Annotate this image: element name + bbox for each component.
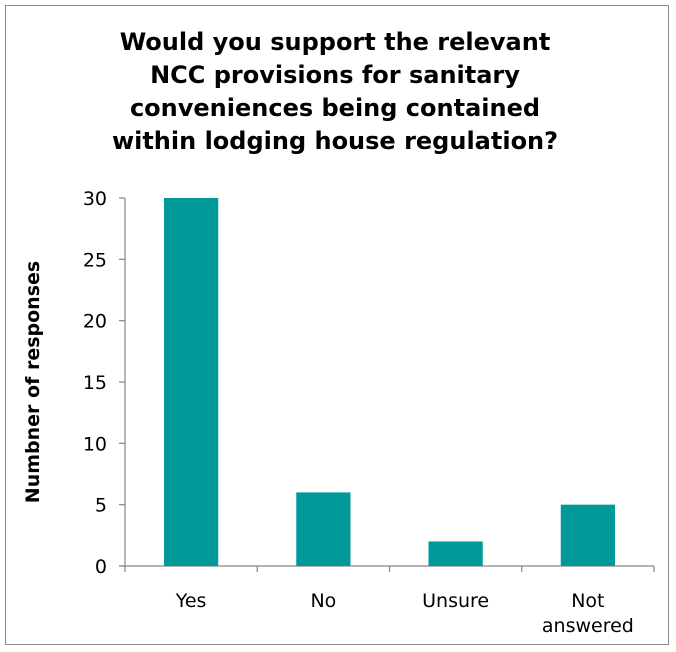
bar [164, 198, 219, 566]
y-tick-label: 30 [83, 188, 107, 210]
y-tick-label: 25 [83, 249, 107, 271]
y-tick-label: 0 [95, 556, 107, 578]
y-axis-label: Numbner of responses [22, 261, 44, 503]
x-tick-label: Unsure [422, 590, 489, 612]
x-tick-label: No [310, 590, 336, 612]
x-tick-label: answered [542, 615, 634, 637]
chart-title: Would you support the relevant NCC provi… [60, 26, 610, 158]
y-tick-label: 20 [83, 311, 107, 333]
chart-title-line-2: NCC provisions for sanitary [150, 61, 520, 89]
chart-title-line-1: Would you support the relevant [119, 28, 551, 56]
bars [164, 198, 615, 566]
y-axis: 0 5 10 15 20 25 30 [83, 188, 126, 578]
chart-title-line-4: within lodging house regulation? [111, 127, 559, 155]
y-tick-label: 10 [83, 433, 107, 455]
bar [428, 541, 483, 566]
bar [560, 504, 615, 566]
x-tick-label: Yes [175, 590, 207, 612]
x-axis: Yes No Unsure Not answered [119, 565, 655, 637]
bar [296, 492, 351, 566]
y-tick-label: 5 [95, 495, 107, 517]
chart-title-line-3: conveniences being contained [129, 94, 541, 122]
x-tick-label: Not [571, 590, 604, 612]
y-tick-label: 15 [83, 372, 107, 394]
